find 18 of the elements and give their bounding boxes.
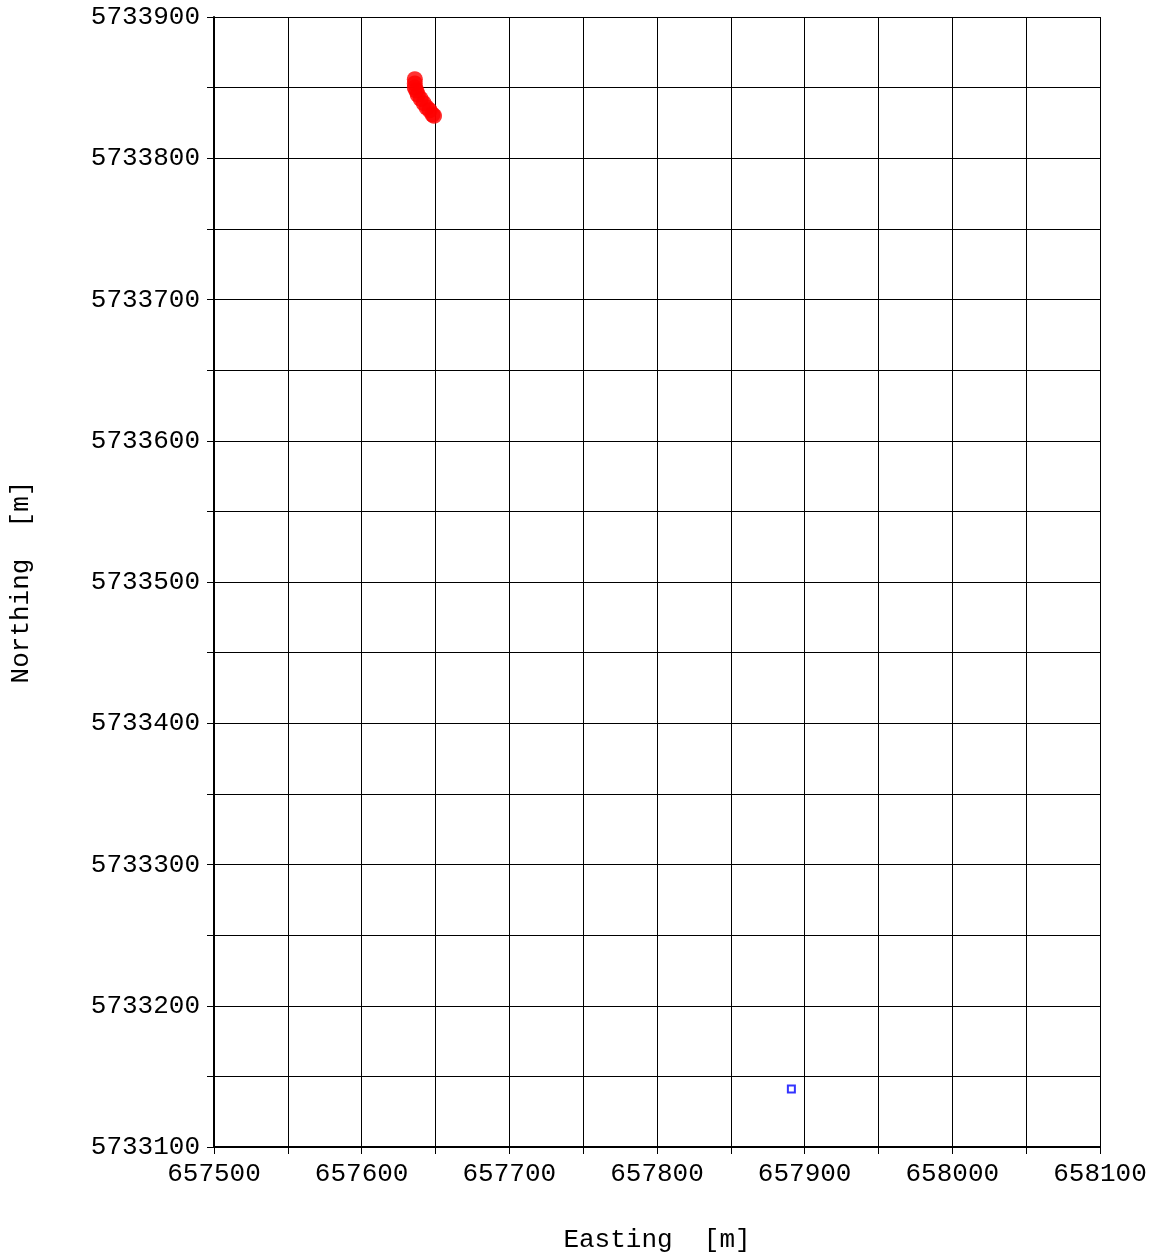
x-tick-label: 658000 (905, 1159, 1000, 1189)
x-tick-label: 657800 (610, 1159, 704, 1189)
y-tick-label: 5733100 (90, 1132, 200, 1162)
x-tick-label: 658100 (1053, 1159, 1147, 1189)
y-tick-label: 5733900 (90, 2, 200, 32)
x-tick-label: 657600 (314, 1159, 409, 1189)
y-tick-label: 5733200 (90, 990, 200, 1021)
y-tick-label: 5733600 (90, 425, 200, 456)
y-tick-label: 5733300 (90, 849, 200, 880)
x-axis-title: Easting [m] (563, 1225, 751, 1255)
y-tick-label: 5733400 (90, 708, 200, 739)
y-axis-title: Northing [m] (6, 480, 36, 684)
y-tick-label: 5733500 (90, 567, 200, 597)
x-tick-label: 657500 (167, 1159, 261, 1189)
y-tick-label: 5733800 (90, 143, 200, 174)
x-tick-label: 657700 (462, 1159, 557, 1189)
y-tick-label: 5733700 (90, 284, 200, 315)
x-tick-label: 657900 (757, 1159, 852, 1189)
